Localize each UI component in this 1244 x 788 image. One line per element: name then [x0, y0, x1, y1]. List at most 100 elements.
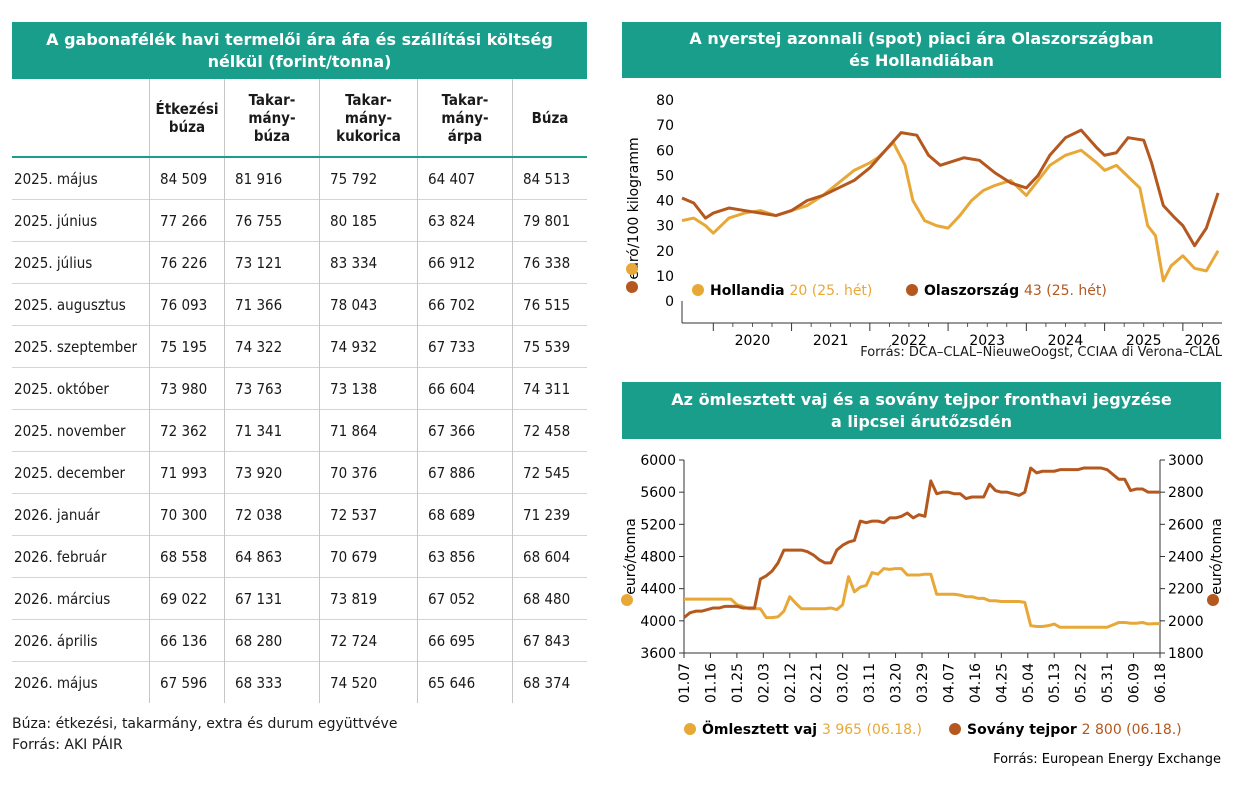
x-tick-label: 2020	[735, 333, 771, 349]
table-row: 2025. szeptember 75 195 74 322 74 932 67 733…	[12, 325, 587, 368]
series-line-tejpor	[683, 466, 1160, 619]
table-cell: 67 843	[512, 619, 587, 662]
table-cell: 79 801	[512, 199, 587, 242]
table-source: Forrás: AKI PÁIR	[12, 737, 123, 753]
table-title: A gabonafélék havi termelői ára áfa és s…	[12, 22, 587, 79]
y2-tick-label: 2600	[1168, 517, 1204, 533]
chart1-source: Forrás: DCA–CLAL–NieuweOogst, CCIAA di V…	[860, 345, 1222, 360]
table-cell: 68 480	[512, 577, 587, 620]
table-row: 2026. február 68 558 64 863 70 679 63 856 68 …	[12, 535, 587, 578]
y-tick-label: 10	[656, 269, 674, 285]
x-tick-label: 02.03	[756, 663, 772, 703]
chart2-title: Az ömlesztett vaj és a sovány tejpor fro…	[622, 382, 1221, 439]
y-tick-label: 5600	[640, 485, 676, 501]
table-cell: 74 520	[319, 661, 418, 703]
table-cell: 66 136	[149, 619, 225, 662]
legend-name: Olaszország	[924, 283, 1024, 299]
table-cell: 83 334	[319, 241, 418, 284]
table-cell: 75 539	[512, 325, 587, 368]
header-col-1: Takar-mány-búza	[224, 79, 320, 157]
x-tick-label: 2021	[813, 333, 849, 349]
legend-value: 43 (25. hét)	[1024, 283, 1107, 299]
table-cell: 71 239	[512, 493, 587, 536]
table-cell: 65 646	[417, 661, 513, 703]
table-cell: 66 695	[417, 619, 513, 662]
y-axis-swatch-hollandia	[626, 263, 638, 275]
table-cell: 68 374	[512, 661, 587, 703]
header-col-2: Takar-mány-kukorica	[319, 79, 418, 157]
y-tick-label: 4000	[640, 614, 676, 630]
x-tick-label: 2026	[1185, 333, 1221, 349]
butter-smp-chart: 3600 4000 4400 4800 5200 5600 6000 1800 2000 2200…	[621, 453, 1225, 767]
table-header-row: Étkezési búza Takar-mány-búza Takar-mány-…	[12, 79, 587, 157]
y-tick-label: 50	[656, 168, 674, 184]
table-cell: 76 093	[149, 283, 225, 326]
table-cell: 75 792	[319, 157, 418, 200]
table-row: 2026. május 67 596 68 333 74 520 65 646 68 37…	[12, 661, 587, 703]
table-row: 2025. október 73 980 73 763 73 138 66 604 74 …	[12, 367, 587, 410]
legend-swatch	[906, 284, 918, 296]
row-month: 2025. december	[12, 451, 150, 494]
grain-price-table: Étkezési búza Takar-mány-búza Takar-mány-…	[12, 79, 587, 703]
table-cell: 71 366	[224, 283, 320, 326]
table-row: 2025. május 84 509 81 916 75 792 64 407 84 51…	[12, 157, 587, 200]
table-cell: 71 341	[224, 409, 320, 452]
table-cell: 81 916	[224, 157, 320, 200]
table-cell: 72 537	[319, 493, 418, 536]
x-tick-label: 01.07	[677, 663, 693, 703]
y-tick-label: 20	[656, 244, 674, 260]
series-line-vaj	[684, 567, 1160, 629]
table-cell: 84 513	[512, 157, 587, 200]
table-row: 2025. augusztus 76 093 71 366 78 043 66 702 7…	[12, 283, 587, 326]
table-cell: 76 515	[512, 283, 587, 326]
table-cell: 71 993	[149, 451, 225, 494]
y2-tick-label: 2200	[1168, 582, 1204, 598]
y-tick-label: 0	[665, 294, 674, 310]
table-row: 2026. január 70 300 72 038 72 537 68 689 71 2…	[12, 493, 587, 536]
header-col-3: Takar-mány-árpa	[417, 79, 513, 157]
x-tick-label: 03.02	[836, 663, 852, 703]
x-tick-label: 06.09	[1127, 663, 1143, 703]
table-cell: 74 932	[319, 325, 418, 368]
row-month: 2025. szeptember	[12, 325, 150, 368]
table-cell: 75 195	[149, 325, 225, 368]
x-tick-label: 2022	[891, 333, 927, 349]
row-month: 2025. május	[14, 169, 98, 188]
y-axis-swatch-olaszorszag	[626, 281, 638, 293]
y2-axis-swatch-tejpor	[1207, 594, 1219, 606]
x-tick-label: 04.07	[941, 663, 957, 703]
table-cell: 68 558	[149, 535, 225, 578]
table-cell: 76 338	[512, 241, 587, 284]
legend-name: Hollandia	[710, 283, 790, 299]
legend-value: 20 (25. hét)	[790, 283, 873, 299]
table-cell: 68 604	[512, 535, 587, 578]
table-cell: 70 300	[149, 493, 225, 536]
legend-entry: Hollandia 20 (25. hét)	[710, 283, 872, 299]
table-cell: 76 755	[224, 199, 320, 242]
chart2-source: Forrás: European Energy Exchange	[993, 752, 1221, 767]
table-cell: 73 920	[224, 451, 320, 494]
x-tick-label: 01.16	[703, 663, 719, 703]
x-tick-label: 05.22	[1074, 663, 1090, 703]
legend-name: Ömlesztett vaj	[702, 720, 822, 738]
table-cell: 67 733	[417, 325, 513, 368]
table-cell: 73 980	[149, 367, 225, 410]
x-tick-label: 2024	[1048, 333, 1084, 349]
table-cell: 80 185	[319, 199, 418, 242]
table-cell: 73 763	[224, 367, 320, 410]
y-tick-label: 30	[656, 219, 674, 235]
table-cell: 72 458	[512, 409, 587, 452]
x-tick-label: 05.31	[1100, 663, 1116, 703]
x-tick-label: 05.13	[1047, 663, 1063, 703]
table-cell: 63 856	[417, 535, 513, 578]
table-cell: 72 362	[149, 409, 225, 452]
x-tick-label: 02.12	[783, 663, 799, 703]
x-tick-label: 2023	[969, 333, 1005, 349]
x-tick-label: 02.21	[809, 663, 825, 703]
table-row: 2025. július 76 226 73 121 83 334 66 912 76 3…	[12, 241, 587, 284]
y-tick-label: 60	[656, 143, 674, 159]
row-month: 2026. január	[12, 493, 150, 536]
row-month: 2025. október	[12, 367, 150, 410]
table-row: 2025. december 71 993 73 920 70 376 67 886 72…	[12, 451, 587, 494]
table-cell: 67 366	[417, 409, 513, 452]
